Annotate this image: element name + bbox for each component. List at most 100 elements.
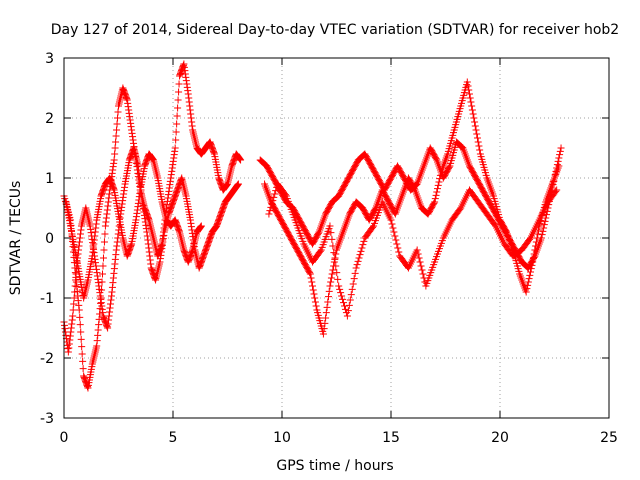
data-point — [332, 262, 340, 270]
data-point — [525, 275, 533, 283]
data-point — [175, 80, 183, 88]
data-point — [340, 302, 348, 310]
series-trace-4 — [256, 138, 565, 272]
data-point — [524, 278, 532, 286]
x-tick-label: 5 — [169, 430, 178, 446]
data-point — [307, 274, 315, 282]
x-axis-label: GPS time / hours — [276, 458, 393, 474]
data-point — [389, 224, 397, 232]
data-point — [326, 282, 334, 290]
data-point — [410, 185, 418, 193]
data-points — [60, 60, 565, 392]
data-point — [319, 330, 327, 338]
data-point — [371, 205, 379, 213]
series-trace-6 — [265, 180, 561, 320]
data-point — [343, 312, 351, 320]
data-point — [557, 144, 565, 152]
data-point — [311, 294, 319, 302]
data-point — [339, 295, 347, 303]
data-point — [306, 270, 314, 278]
data-point — [77, 328, 85, 336]
data-point — [473, 134, 481, 142]
data-point — [110, 156, 118, 164]
data-point — [333, 269, 341, 277]
data-point — [329, 242, 337, 250]
data-point — [465, 90, 473, 98]
data-point — [312, 302, 320, 310]
data-point — [541, 217, 549, 225]
data-point — [391, 232, 399, 240]
data-point — [430, 199, 438, 207]
data-point — [465, 86, 473, 94]
data-point — [272, 187, 280, 195]
y-tick-labels: -3 -2 -1 0 1 2 3 — [40, 51, 54, 427]
data-point — [76, 321, 84, 329]
data-point — [271, 190, 279, 198]
data-point — [464, 82, 472, 90]
data-point — [471, 122, 479, 130]
data-point — [463, 78, 471, 86]
data-point — [419, 270, 427, 278]
data-point — [171, 144, 179, 152]
data-point — [395, 248, 403, 256]
data-point — [388, 220, 396, 228]
data-point — [268, 200, 276, 208]
data-point — [112, 132, 120, 140]
data-point — [310, 290, 318, 298]
x-tick-label: 25 — [600, 430, 618, 446]
data-point — [356, 251, 364, 259]
y-tick-label: -2 — [40, 351, 54, 367]
data-point — [354, 257, 362, 265]
data-point — [328, 235, 336, 243]
data-point — [469, 110, 477, 118]
data-point — [434, 185, 442, 193]
data-point — [78, 343, 86, 351]
data-point — [540, 224, 548, 232]
data-point — [445, 163, 453, 171]
data-point — [473, 130, 481, 138]
y-tick-label: 2 — [45, 111, 54, 127]
data-point — [467, 98, 475, 106]
data-point — [436, 171, 444, 179]
data-point — [390, 228, 398, 236]
data-point — [471, 118, 479, 126]
data-point — [113, 126, 121, 134]
data-point — [432, 191, 440, 199]
data-point — [72, 276, 80, 284]
data-point — [174, 96, 182, 104]
data-point — [330, 249, 338, 257]
data-point — [99, 262, 107, 270]
y-axis-label: SDTVAR / TECUs — [8, 181, 24, 296]
data-point — [532, 238, 540, 246]
series-trace-5 — [261, 78, 563, 338]
data-point — [112, 138, 120, 146]
data-point — [70, 300, 78, 308]
data-point — [468, 102, 476, 110]
data-point — [311, 298, 319, 306]
data-point — [172, 136, 180, 144]
data-point — [431, 198, 439, 206]
data-point — [101, 230, 109, 238]
data-point — [77, 335, 85, 343]
data-point — [237, 156, 245, 164]
data-point — [355, 254, 363, 262]
data-point — [281, 191, 289, 199]
data-point — [527, 265, 535, 273]
data-point — [352, 264, 360, 272]
data-point — [393, 240, 401, 248]
data-point — [502, 227, 510, 235]
data-point — [556, 151, 564, 159]
data-point — [533, 234, 541, 242]
data-point — [75, 306, 83, 314]
data-point — [111, 150, 119, 158]
data-point — [98, 278, 106, 286]
data-point — [433, 188, 441, 196]
data-point — [173, 112, 181, 120]
x-tick-label: 20 — [491, 430, 509, 446]
data-point — [413, 246, 421, 254]
data-point — [173, 120, 181, 128]
data-point — [466, 94, 474, 102]
data-point — [328, 270, 336, 278]
data-point — [334, 275, 342, 283]
data-point — [76, 313, 84, 321]
